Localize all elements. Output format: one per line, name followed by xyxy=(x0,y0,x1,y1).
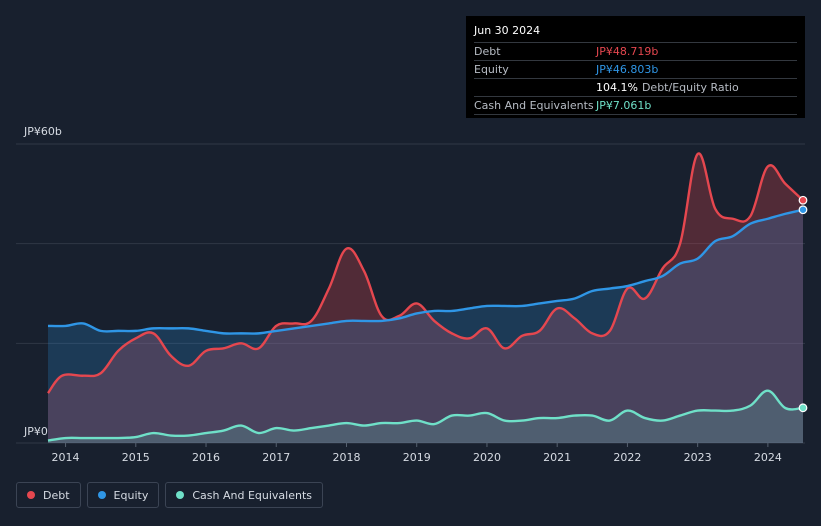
x-tick-label-2021: 2021 xyxy=(543,451,571,464)
tooltip-row-debt: Debt JP¥48.719b xyxy=(474,43,797,61)
x-tick-label-2017: 2017 xyxy=(262,451,290,464)
x-tick-label-2018: 2018 xyxy=(332,451,360,464)
area-equity xyxy=(48,209,803,443)
x-tick-label-2015: 2015 xyxy=(122,451,150,464)
legend-dot-cash xyxy=(176,491,185,499)
legend-label-cash: Cash And Equivalents xyxy=(192,488,312,502)
legend-item-cash[interactable]: Cash And Equivalents xyxy=(165,482,323,508)
legend-dot-equity xyxy=(97,491,106,499)
tooltip-value-cash: JP¥7.061b xyxy=(596,99,652,112)
x-tick-label-2024: 2024 xyxy=(754,451,782,464)
tooltip-row-cash: Cash And Equivalents JP¥7.061b xyxy=(474,97,797,115)
tooltip-value-debt: JP¥48.719b xyxy=(596,45,659,58)
tooltip-label-ratio xyxy=(474,79,596,96)
line-equity xyxy=(47,208,804,335)
area-cash xyxy=(48,390,803,443)
x-tick-label-2020: 2020 xyxy=(473,451,501,464)
x-tick-label-2016: 2016 xyxy=(192,451,220,464)
legend-dot-debt xyxy=(27,491,35,499)
tooltip-label-equity: Equity xyxy=(474,63,509,76)
series-areas xyxy=(48,153,803,443)
legend-label-equity: Equity xyxy=(113,488,149,502)
y-tick-label-0: JP¥60b xyxy=(23,125,62,138)
y-axis-labels: JP¥60b JP¥0 xyxy=(23,125,62,438)
tooltip-row-ratio: 104.1% Debt/Equity Ratio xyxy=(474,79,797,97)
data-tooltip: Jun 30 2024 Debt JP¥48.719b Equity JP¥46… xyxy=(466,16,805,118)
legend-item-equity[interactable]: Equity xyxy=(86,482,160,508)
series-lines xyxy=(47,152,804,442)
legend-label-debt: Debt xyxy=(43,488,70,502)
tooltip-label-debt: Debt xyxy=(474,45,501,58)
x-tick-label-2023: 2023 xyxy=(684,451,712,464)
x-tick-label-2019: 2019 xyxy=(403,451,431,464)
tooltip-value-equity: JP¥46.803b xyxy=(596,63,659,76)
series-endpoints xyxy=(798,195,808,413)
tooltip-label-cash: Cash And Equivalents xyxy=(474,99,594,112)
endpoint-cash xyxy=(798,403,808,413)
tooltip-ratio-suffix: Debt/Equity Ratio xyxy=(641,81,739,94)
line-debt xyxy=(47,152,804,394)
legend-item-debt[interactable]: Debt xyxy=(16,482,81,508)
tooltip-date: Jun 30 2024 xyxy=(474,22,797,43)
x-tick-label-2014: 2014 xyxy=(52,451,80,464)
tooltip-row-equity: Equity JP¥46.803b xyxy=(474,61,797,79)
endpoint-equity xyxy=(798,205,808,215)
endpoint-debt xyxy=(798,195,808,205)
grid-lines xyxy=(16,143,805,444)
x-tick-label-2022: 2022 xyxy=(613,451,641,464)
y-tick-label-1: JP¥0 xyxy=(23,425,48,438)
tooltip-value-ratio: 104.1% xyxy=(596,81,638,94)
line-cash xyxy=(47,389,804,442)
area-debt xyxy=(48,153,803,443)
chart-legend: Debt Equity Cash And Equivalents xyxy=(16,482,323,510)
x-axis-labels: 2014 2015 2016 2017 2018 2019 2020 2021 2022 2023… xyxy=(52,443,782,464)
